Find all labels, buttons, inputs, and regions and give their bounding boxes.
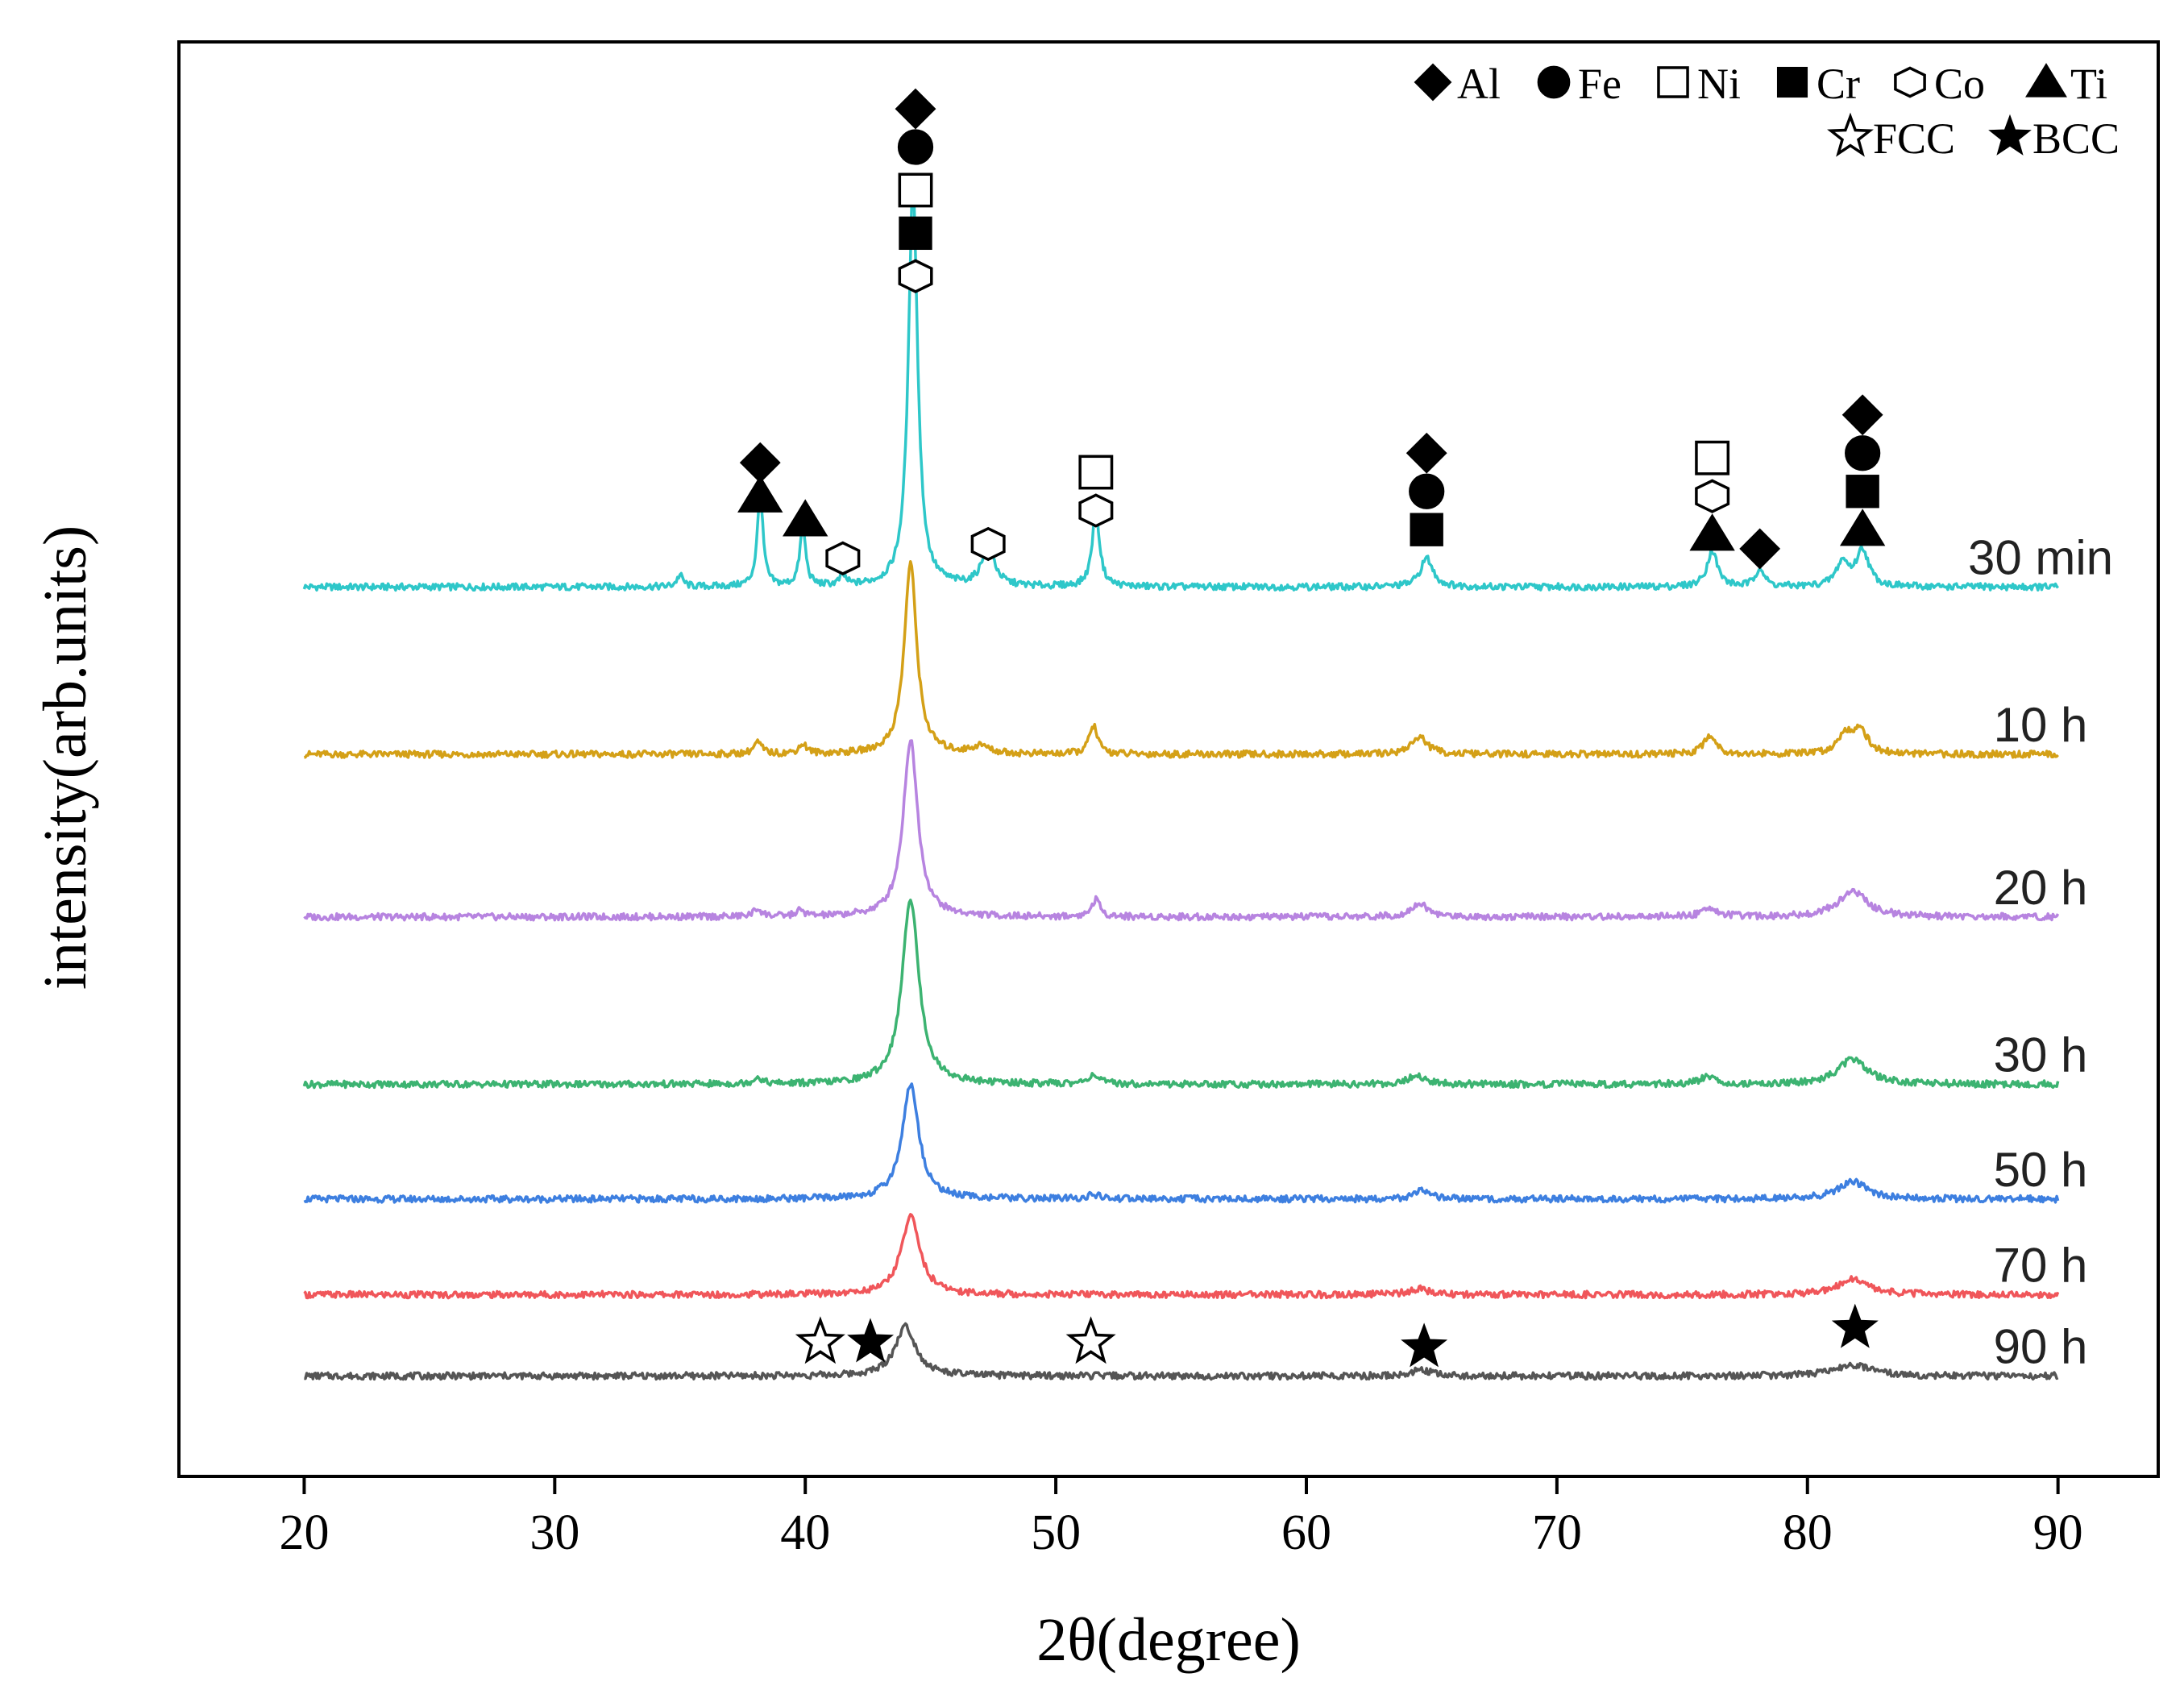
star-filled-marker-24	[847, 1318, 895, 1363]
legend-fe-label: Fe	[1578, 60, 1621, 108]
star-filled-marker-27	[1831, 1303, 1879, 1348]
triangle-filled-marker-22	[1839, 509, 1886, 546]
x-axis-label: 2θ(degree)	[1036, 1606, 1301, 1674]
triangle-filled-marker-2	[783, 499, 828, 537]
star-filled-marker-26	[1401, 1322, 1448, 1368]
series-label-70-h: 70 h	[1994, 1239, 2088, 1293]
series-label-30-h: 30 h	[1994, 1028, 2088, 1082]
square-open-marker-15	[1695, 440, 1730, 475]
x-axis: 20 30 40 50 60 70 80 90	[279, 1476, 2083, 1560]
hexagon-open-marker-11	[1078, 493, 1114, 528]
circle-filled-marker-5	[897, 129, 934, 165]
diamond-filled-marker-19	[1841, 394, 1883, 436]
series-label-30-min: 30 min	[1968, 530, 2113, 584]
diamond-filled-marker-12	[1405, 432, 1447, 474]
hexagon-open-marker-3	[825, 541, 861, 575]
series-line-50-h	[303, 1082, 2060, 1204]
series-line-10-h	[304, 560, 2059, 759]
plot-frame	[177, 40, 2160, 1478]
series-line-90-h	[304, 1322, 2059, 1381]
square-filled-marker-7	[899, 216, 932, 251]
legend-ti-label: Ti	[2070, 60, 2107, 108]
legend-co-icon	[1894, 66, 1926, 98]
legend-fcc-icon	[1827, 112, 1874, 157]
x-tick-label-30: 30	[529, 1505, 579, 1560]
legend-fcc-label: FCC	[1873, 114, 1955, 163]
square-filled-marker-14	[1410, 513, 1443, 546]
series-label-20-h: 20 h	[1994, 861, 2088, 915]
star-open-marker-23	[795, 1316, 845, 1364]
legend-cr-icon	[1776, 66, 1808, 98]
series-label-90-h: 90 h	[1994, 1319, 2088, 1373]
legend-bcc-label: BCC	[2032, 114, 2120, 163]
legend-cr-label: Cr	[1817, 60, 1860, 108]
x-tick-label-90: 90	[2033, 1505, 2083, 1560]
x-tick-label-80: 80	[1783, 1505, 1833, 1560]
circle-filled-marker-13	[1409, 473, 1445, 509]
y-axis-label: intensity(arb.units)	[31, 525, 99, 990]
diamond-filled-marker-18	[1739, 528, 1781, 570]
legend-ti-icon	[2025, 63, 2067, 98]
legend-fe-icon	[1537, 65, 1571, 99]
series-label-10-h: 10 h	[1994, 698, 2088, 752]
hexagon-open-marker-9	[970, 526, 1006, 562]
series-label-50-h: 50 h	[1994, 1143, 2088, 1197]
hexagon-open-marker-16	[1695, 479, 1730, 513]
square-filled-marker-21	[1846, 475, 1879, 509]
series-labels: 30 min 10 h 20 h 30 h 50 h 70 h 90 h	[1968, 530, 2113, 1373]
x-tick-label-70: 70	[1532, 1505, 1582, 1560]
legend-ni-icon	[1657, 66, 1689, 98]
hexagon-open-marker-8	[898, 259, 933, 293]
legend: Al Fe Ni Cr Co Ti FCC BCC	[1414, 60, 2120, 163]
x-tick-label-40: 40	[780, 1505, 830, 1560]
diamond-filled-marker-4	[895, 88, 936, 130]
triangle-filled-marker-1	[737, 475, 783, 513]
legend-ni-label: Ni	[1697, 60, 1741, 108]
series-line-20-h	[303, 739, 2060, 922]
series-line-70-h	[303, 1213, 2060, 1300]
peak-annotations	[737, 88, 1886, 1368]
legend-al-label: Al	[1457, 60, 1501, 108]
x-tick-label-20: 20	[279, 1505, 329, 1560]
star-open-marker-25	[1065, 1316, 1116, 1364]
legend-bcc-icon	[1988, 114, 2032, 156]
curves-group	[302, 185, 2060, 1381]
triangle-filled-marker-17	[1689, 513, 1735, 551]
square-open-marker-10	[1078, 455, 1114, 490]
circle-filled-marker-20	[1845, 435, 1881, 471]
series-line-30-h	[302, 899, 2060, 1090]
series-line-30-min	[302, 185, 2059, 592]
x-tick-label-50: 50	[1031, 1505, 1081, 1560]
legend-co-label: Co	[1934, 60, 1985, 108]
square-open-marker-6	[898, 172, 933, 208]
x-tick-label-60: 60	[1281, 1505, 1331, 1560]
legend-al-icon	[1414, 63, 1452, 102]
